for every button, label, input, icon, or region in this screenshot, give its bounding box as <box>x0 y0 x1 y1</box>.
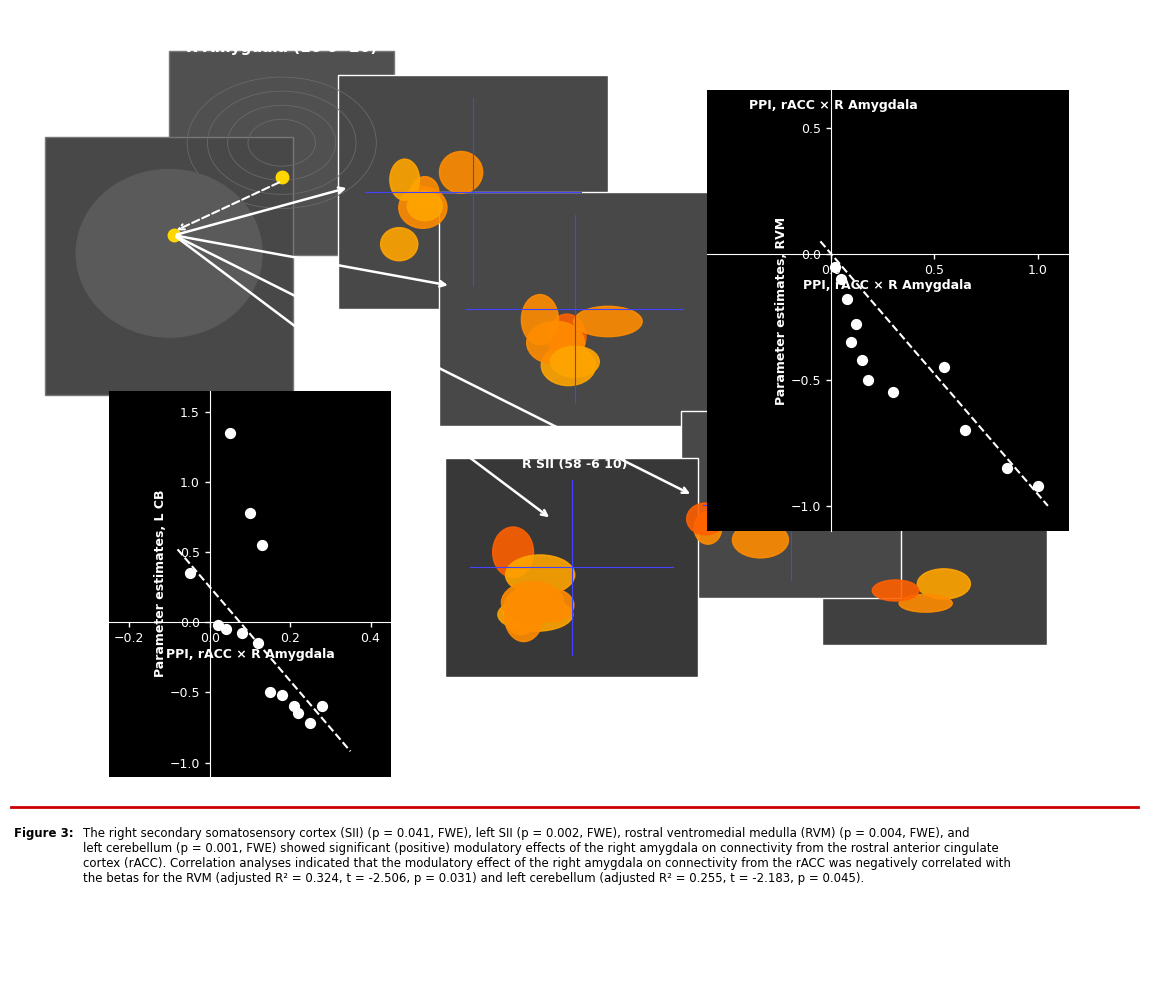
Ellipse shape <box>766 480 797 507</box>
Text: The right secondary somatosensory cortex (SII) (p = 0.041, FWE), left SII (p = 0: The right secondary somatosensory cortex… <box>83 827 1011 885</box>
Point <box>261 684 279 700</box>
Ellipse shape <box>732 522 788 558</box>
Point <box>253 537 271 553</box>
Point <box>858 372 877 388</box>
Ellipse shape <box>439 151 483 193</box>
Ellipse shape <box>694 511 722 544</box>
Bar <box>445 458 699 676</box>
Ellipse shape <box>573 307 642 337</box>
Point <box>832 272 850 288</box>
Point <box>285 698 303 714</box>
Bar <box>823 411 1048 645</box>
Point <box>884 385 902 401</box>
Point <box>290 705 308 721</box>
Point <box>1028 478 1047 494</box>
Bar <box>45 137 293 395</box>
Point <box>301 715 319 731</box>
Ellipse shape <box>917 569 971 599</box>
Bar <box>681 411 901 598</box>
Point <box>847 317 865 333</box>
Text: Figure 3:: Figure 3: <box>14 827 74 840</box>
Ellipse shape <box>493 527 533 577</box>
Point <box>241 505 260 521</box>
Point <box>853 352 871 368</box>
Point <box>842 334 861 350</box>
Ellipse shape <box>76 169 262 337</box>
Point <box>273 687 292 703</box>
Y-axis label: Parameter estimates, RVM: Parameter estimates, RVM <box>774 216 788 405</box>
Ellipse shape <box>498 598 573 631</box>
Text: PPI, rACC × R Amygdala: PPI, rACC × R Amygdala <box>749 99 918 112</box>
Text: R Amygdala (16 6 -20): R Amygdala (16 6 -20) <box>186 39 377 54</box>
Bar <box>439 192 710 427</box>
Ellipse shape <box>522 295 558 345</box>
Ellipse shape <box>410 176 439 208</box>
Text: L CB (-44 -52 -34): L CB (-44 -52 -34) <box>510 707 633 720</box>
Ellipse shape <box>399 186 447 228</box>
Point <box>209 617 228 633</box>
Point <box>232 625 250 641</box>
Ellipse shape <box>390 159 419 200</box>
Ellipse shape <box>548 314 586 360</box>
Point <box>221 425 239 441</box>
Ellipse shape <box>407 191 442 220</box>
Ellipse shape <box>526 322 585 365</box>
Text: RVM (-2 -38 -38): RVM (-2 -38 -38) <box>822 649 936 662</box>
Ellipse shape <box>550 347 600 377</box>
Point <box>180 565 199 581</box>
Point <box>838 292 856 308</box>
Point <box>826 259 845 275</box>
Ellipse shape <box>687 503 724 535</box>
Ellipse shape <box>501 582 564 623</box>
Point <box>248 635 267 651</box>
Text: R SII (58 -6 10): R SII (58 -6 10) <box>522 458 627 471</box>
Point <box>935 360 954 376</box>
Bar <box>169 51 394 255</box>
Ellipse shape <box>872 580 919 601</box>
Point <box>216 621 236 637</box>
Ellipse shape <box>541 346 595 386</box>
Text: rACC (-8 32 16): rACC (-8 32 16) <box>45 427 153 440</box>
Point <box>956 422 974 438</box>
Ellipse shape <box>380 227 418 261</box>
Ellipse shape <box>504 590 543 641</box>
Ellipse shape <box>899 594 953 612</box>
Ellipse shape <box>503 589 538 635</box>
Bar <box>338 75 608 310</box>
Text: L SII  (-58 -4 0): L SII (-58 -4 0) <box>421 50 525 63</box>
Point <box>997 460 1016 476</box>
X-axis label: PPI, rACC × R Amygdala: PPI, rACC × R Amygdala <box>165 647 334 660</box>
X-axis label: PPI, rACC × R Amygdala: PPI, rACC × R Amygdala <box>803 280 972 293</box>
Y-axis label: Parameter estimates, L CB: Parameter estimates, L CB <box>154 490 167 677</box>
Point <box>313 698 331 714</box>
Ellipse shape <box>529 589 573 621</box>
Ellipse shape <box>506 555 574 595</box>
Ellipse shape <box>732 491 771 525</box>
